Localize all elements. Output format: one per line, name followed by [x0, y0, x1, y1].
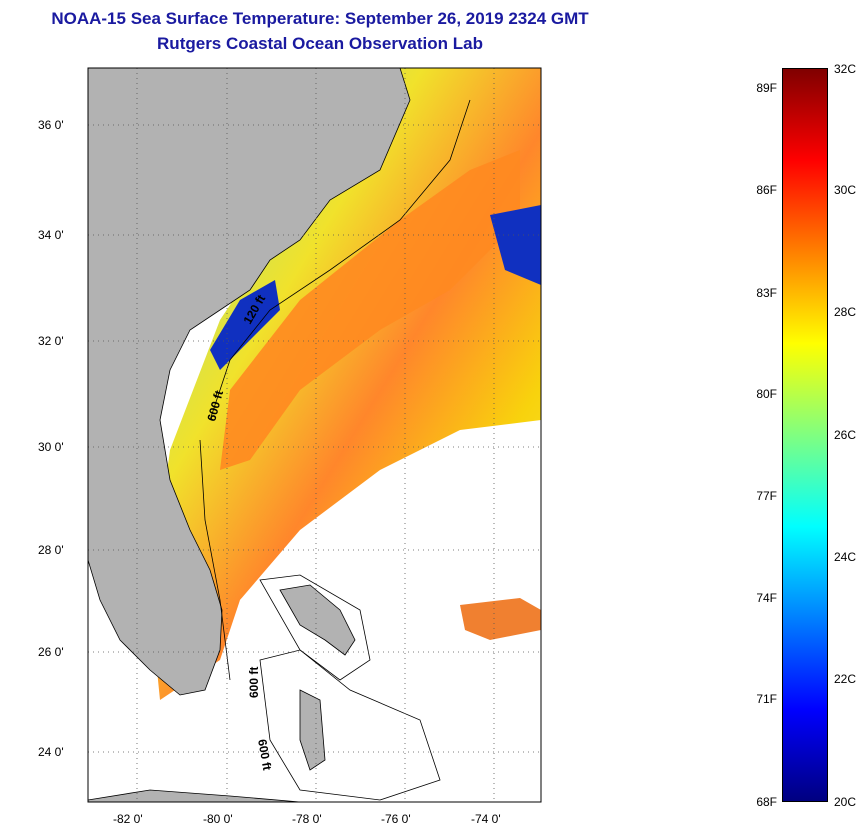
- colorbar-f-label: 77F: [756, 489, 777, 503]
- lat-tick-label: 26 0': [38, 645, 64, 659]
- land-florida-coast: [88, 68, 411, 696]
- colorbar-c-label: 24C: [834, 550, 857, 564]
- land-bahamas: [299, 689, 326, 771]
- cold-patch: [210, 280, 280, 370]
- warm-patch: [460, 598, 541, 640]
- colorbar-c-label: 22C: [834, 672, 857, 686]
- map-title: NOAA-15 Sea Surface Temperature: Septemb…: [51, 9, 589, 28]
- colorbar-f-label: 68F: [756, 795, 777, 809]
- bathymetry-contour: [259, 649, 441, 801]
- colorbar-f-label: 71F: [756, 692, 777, 706]
- map-frame: [87, 67, 542, 803]
- land-cuba: [88, 789, 301, 802]
- lon-tick-label: -74 0': [471, 812, 501, 826]
- colorbar-f-label: 86F: [756, 183, 777, 197]
- lat-tick-label: 30 0': [38, 440, 64, 454]
- colorbar-c-label: 26C: [834, 428, 857, 442]
- colorbar-f-label: 89F: [756, 81, 777, 95]
- grid-lines: [88, 68, 541, 802]
- lat-tick-label: 34 0': [38, 228, 64, 242]
- lat-tick-label: 36 0': [38, 118, 64, 132]
- lon-tick-label: -82 0': [113, 812, 143, 826]
- lat-tick-label: 28 0': [38, 543, 64, 557]
- colorbar-gradient: [782, 68, 828, 802]
- colorbar-f-label: 74F: [756, 591, 777, 605]
- temperature-colorbar: [782, 68, 828, 802]
- contour-label: 600 ft: [255, 738, 274, 771]
- colorbar-c-label: 28C: [834, 305, 857, 319]
- lat-tick-label: 32 0': [38, 334, 64, 348]
- bathymetry-contour: [199, 439, 231, 681]
- colorbar-c-label: 32C: [834, 62, 857, 76]
- contour-label: 600 ft: [247, 667, 261, 698]
- colorbar-c-label: 20C: [834, 795, 857, 809]
- lon-tick-label: -80 0': [203, 812, 233, 826]
- bathymetry-contour: [209, 99, 471, 421]
- colorbar-f-label: 80F: [756, 387, 777, 401]
- lat-axis: 36 0' 34 0' 32 0' 30 0' 28 0' 26 0' 24 0…: [38, 118, 64, 759]
- warm-gulf-stream: [220, 150, 520, 470]
- map-subtitle: Rutgers Coastal Ocean Observation Lab: [157, 34, 483, 53]
- lon-axis: -82 0' -80 0' -78 0' -76 0' -74 0': [113, 812, 501, 826]
- cold-patch: [490, 205, 541, 285]
- colorbar-f-label: 83F: [756, 286, 777, 300]
- land-bahamas: [279, 584, 356, 656]
- lon-tick-label: -78 0': [292, 812, 322, 826]
- colorbar-c-label: 30C: [834, 183, 857, 197]
- lat-tick-label: 24 0': [38, 745, 64, 759]
- lon-tick-label: -76 0': [381, 812, 411, 826]
